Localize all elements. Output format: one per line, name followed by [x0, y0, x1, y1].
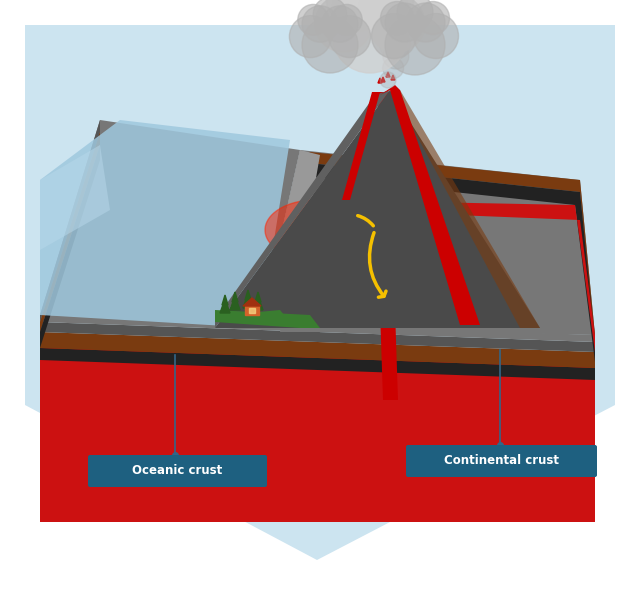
Circle shape: [365, 0, 406, 40]
Circle shape: [379, 28, 410, 59]
Polygon shape: [243, 298, 261, 306]
Text: Continental crust: Continental crust: [444, 455, 559, 467]
Polygon shape: [222, 295, 228, 305]
Circle shape: [332, 0, 408, 73]
Polygon shape: [255, 292, 261, 302]
FancyBboxPatch shape: [406, 445, 597, 477]
Circle shape: [368, 0, 425, 52]
Polygon shape: [40, 332, 595, 368]
Polygon shape: [40, 322, 595, 352]
Polygon shape: [230, 296, 240, 310]
Polygon shape: [40, 145, 100, 348]
Circle shape: [321, 6, 358, 42]
Polygon shape: [390, 90, 480, 325]
Circle shape: [385, 3, 424, 42]
Polygon shape: [25, 25, 615, 560]
Polygon shape: [391, 75, 395, 80]
Polygon shape: [245, 290, 251, 300]
Polygon shape: [245, 306, 259, 315]
Polygon shape: [260, 150, 320, 328]
Polygon shape: [232, 292, 238, 302]
Polygon shape: [215, 90, 540, 328]
Polygon shape: [395, 90, 540, 328]
Polygon shape: [40, 345, 595, 500]
Circle shape: [332, 4, 362, 35]
Polygon shape: [215, 310, 320, 328]
Polygon shape: [253, 296, 263, 310]
Polygon shape: [380, 85, 400, 95]
Polygon shape: [386, 72, 390, 77]
Circle shape: [383, 43, 409, 69]
Circle shape: [354, 0, 406, 22]
Polygon shape: [220, 299, 230, 313]
Circle shape: [372, 13, 417, 58]
Circle shape: [380, 1, 413, 34]
FancyBboxPatch shape: [88, 455, 267, 487]
Polygon shape: [280, 210, 330, 332]
Polygon shape: [378, 78, 382, 83]
Circle shape: [328, 16, 371, 58]
Polygon shape: [243, 294, 253, 308]
Polygon shape: [260, 150, 595, 335]
Polygon shape: [285, 212, 345, 248]
Polygon shape: [249, 308, 255, 313]
Polygon shape: [40, 145, 110, 250]
Polygon shape: [295, 332, 320, 340]
Circle shape: [417, 1, 450, 34]
Polygon shape: [320, 200, 595, 352]
Polygon shape: [378, 92, 395, 310]
Polygon shape: [295, 162, 595, 362]
Circle shape: [347, 0, 393, 16]
Polygon shape: [40, 500, 595, 522]
Polygon shape: [300, 220, 345, 332]
Polygon shape: [380, 310, 398, 400]
Polygon shape: [215, 90, 390, 328]
Polygon shape: [300, 152, 595, 352]
Circle shape: [332, 0, 382, 31]
Circle shape: [327, 0, 368, 22]
Circle shape: [413, 13, 458, 58]
Circle shape: [302, 17, 358, 73]
Polygon shape: [40, 120, 290, 328]
Polygon shape: [342, 92, 380, 200]
Circle shape: [380, 72, 396, 88]
Polygon shape: [40, 315, 595, 342]
Circle shape: [302, 6, 339, 42]
Circle shape: [359, 0, 408, 31]
Text: Oceanic crust: Oceanic crust: [132, 464, 222, 478]
Circle shape: [298, 4, 328, 35]
Circle shape: [383, 58, 404, 79]
Circle shape: [373, 14, 409, 50]
Polygon shape: [215, 310, 290, 322]
Polygon shape: [40, 120, 300, 328]
Polygon shape: [40, 132, 100, 332]
Polygon shape: [265, 200, 365, 260]
Polygon shape: [40, 120, 100, 322]
Polygon shape: [40, 348, 595, 380]
Circle shape: [313, 0, 347, 31]
Circle shape: [385, 15, 445, 75]
Polygon shape: [381, 77, 385, 82]
Circle shape: [397, 0, 433, 30]
Circle shape: [315, 0, 372, 52]
Circle shape: [372, 0, 414, 22]
Circle shape: [358, 0, 404, 31]
Circle shape: [289, 16, 332, 58]
Circle shape: [406, 3, 445, 42]
